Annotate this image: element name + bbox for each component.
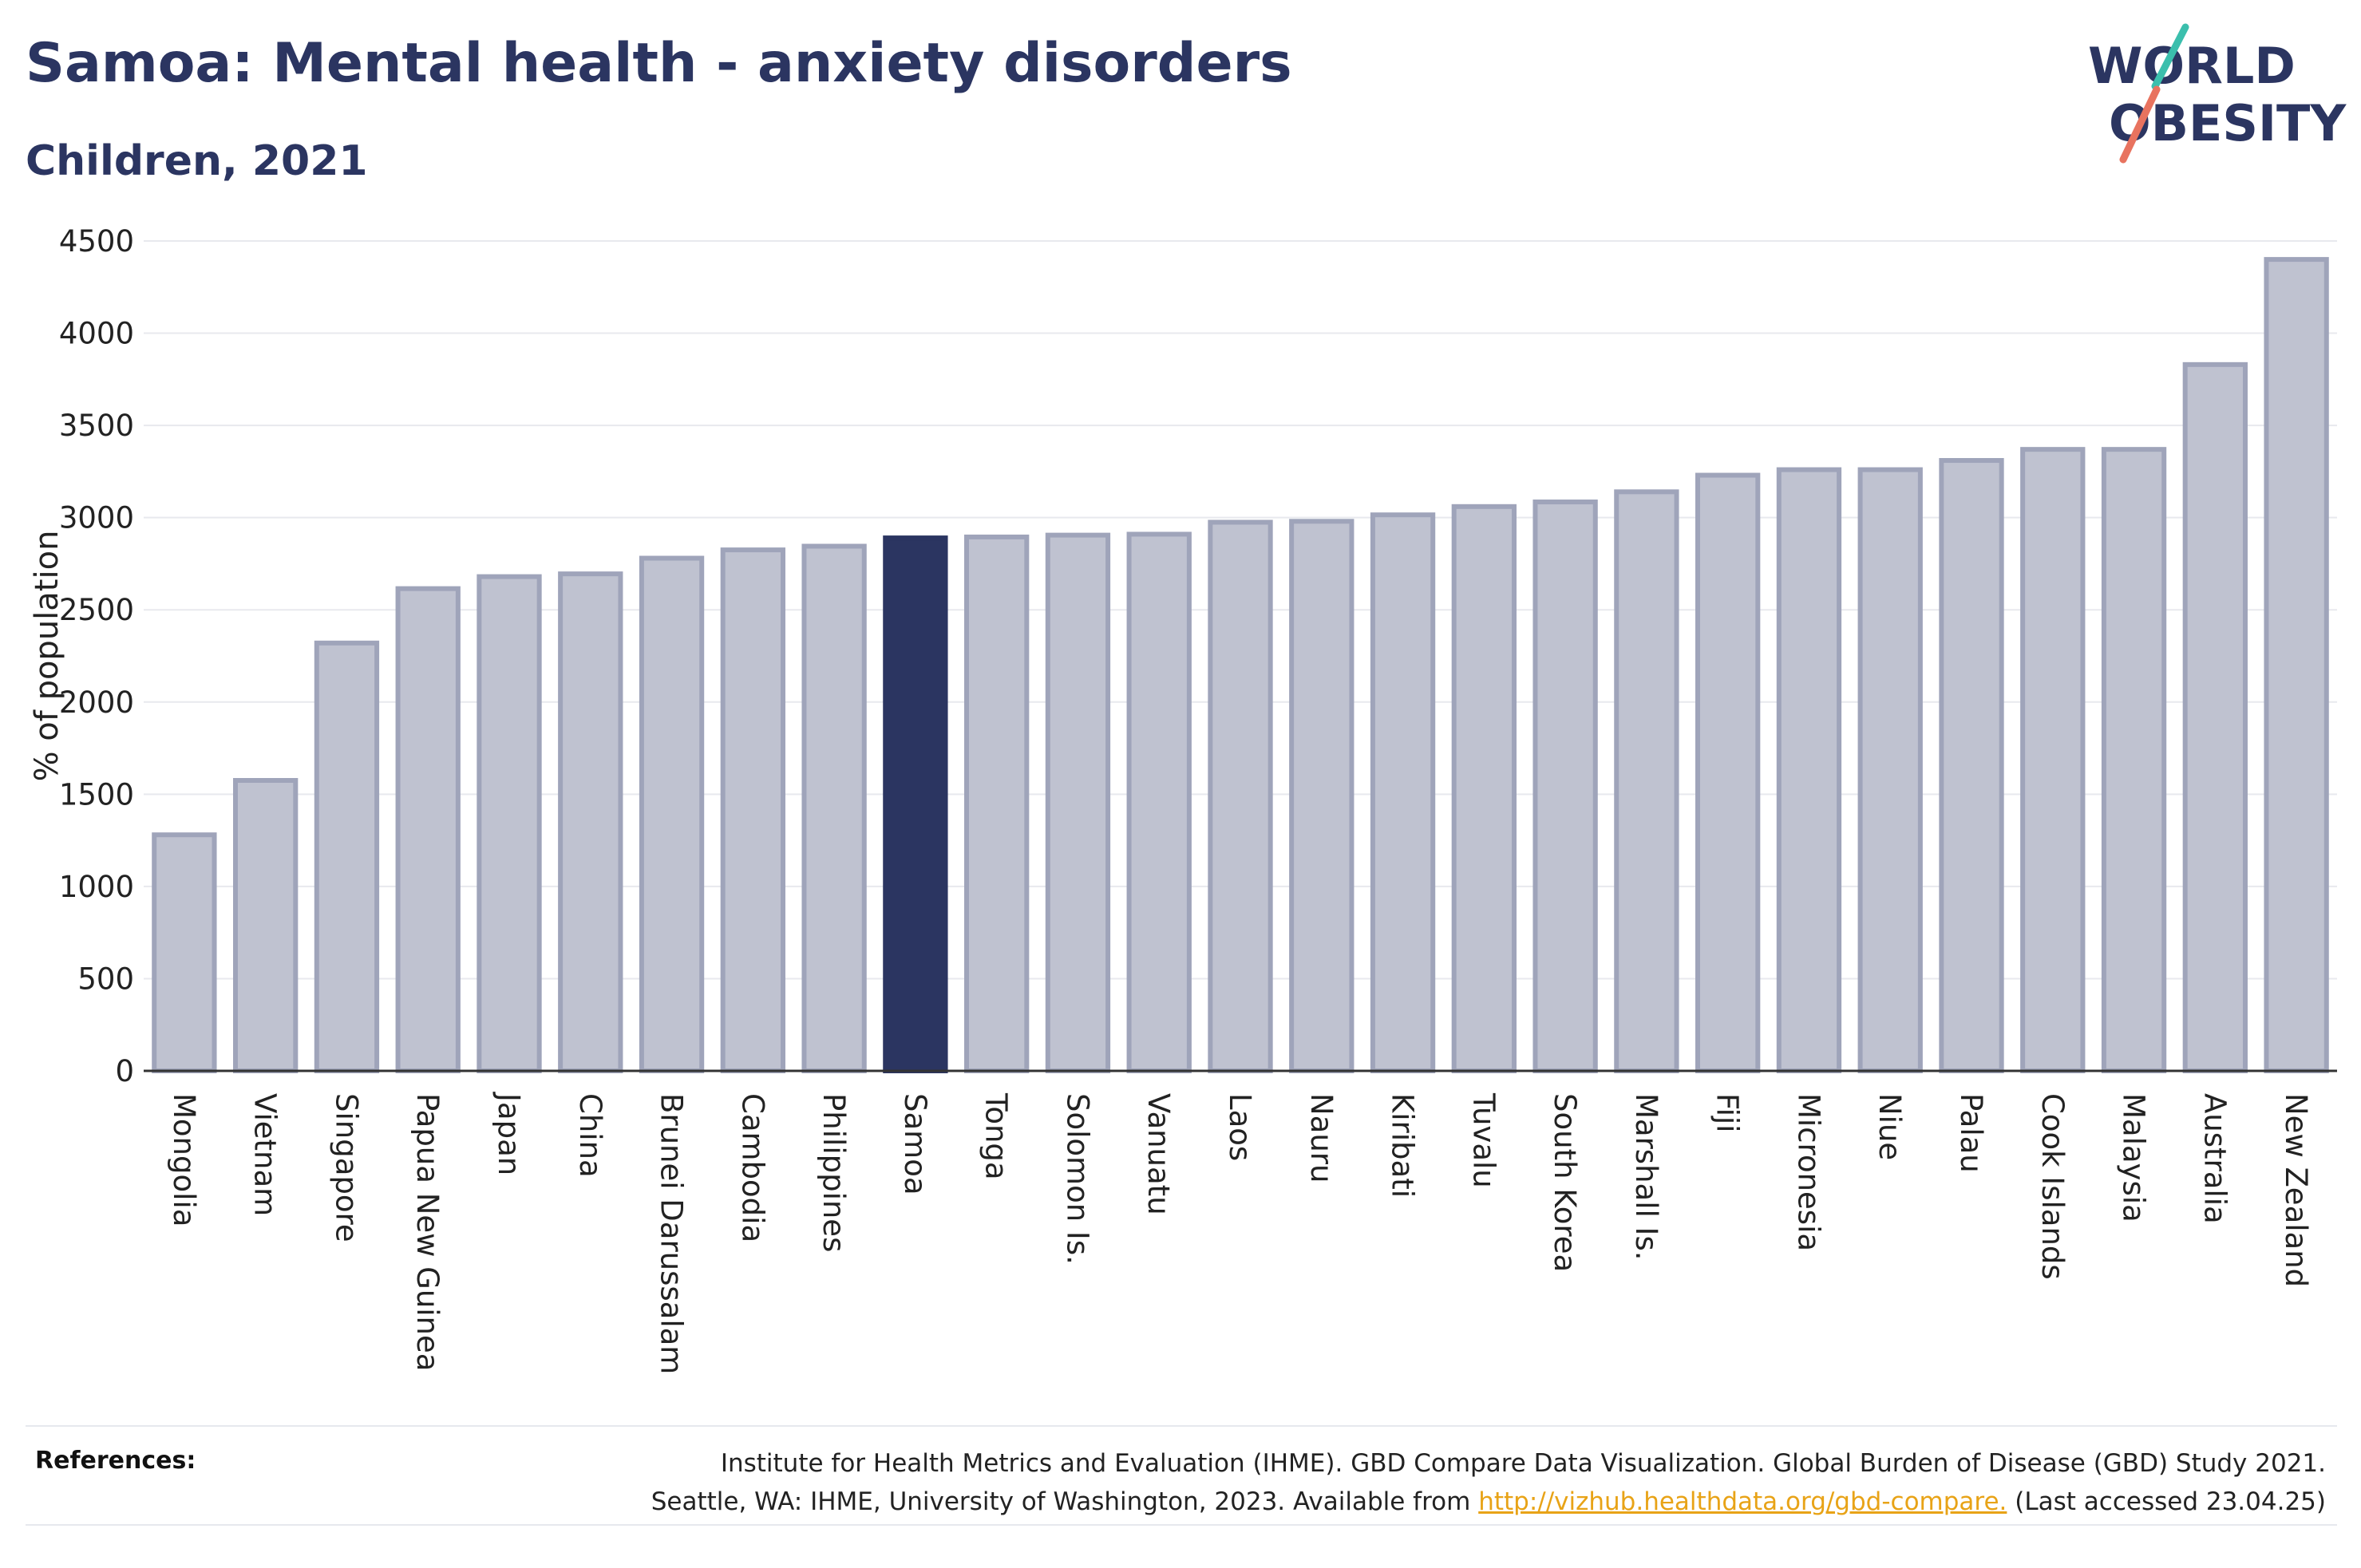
x-tick-label: South Korea (1548, 1093, 1582, 1272)
bar-vanuatu (1126, 531, 1192, 1073)
x-tick-label: Tuvalu (1466, 1092, 1501, 1188)
bar-cook-islands (2020, 447, 2086, 1073)
y-tick-label: 2000 (59, 685, 134, 720)
bar-palau (1939, 458, 2004, 1073)
x-tick-label: Fiji (1710, 1093, 1745, 1132)
bar-tuvalu (1451, 504, 1517, 1073)
x-tick-label: Australia (2197, 1093, 2232, 1224)
x-tick-label: Laos (1223, 1093, 1257, 1161)
logo-slash-teal (2151, 23, 2189, 90)
bar-nauru (1289, 519, 1355, 1073)
page-title: Samoa: Mental health - anxiety disorders (26, 32, 1292, 95)
y-tick-label: 3500 (59, 409, 134, 443)
bar-vietnam (233, 778, 299, 1073)
bar-solomon-is- (1045, 532, 1111, 1073)
bar-japan (477, 574, 542, 1073)
bar-fiji (1695, 472, 1761, 1073)
x-tick-label: Papua New Guinea (410, 1093, 445, 1371)
bar-philippines (801, 543, 867, 1073)
logo-slash-coral (2119, 85, 2161, 164)
x-tick-label: Samoa (898, 1093, 932, 1195)
x-tick-label: Solomon Is. (1060, 1093, 1094, 1265)
x-tick-label: Japan (492, 1092, 526, 1175)
x-tick-label: Tonga (979, 1092, 1014, 1180)
x-tick-label: Philippines (817, 1093, 851, 1252)
y-tick-label: 1500 (59, 777, 134, 812)
references-line-2: Seattle, WA: IHME, University of Washing… (410, 1483, 2326, 1521)
bar-south-korea (1532, 500, 1598, 1073)
y-tick-label: 3000 (59, 501, 134, 535)
x-tick-label: Marshall Is. (1629, 1093, 1663, 1260)
bar-malaysia (2101, 447, 2167, 1073)
references-label: References: (35, 1447, 196, 1475)
x-tick-label: Palau (1954, 1093, 1988, 1173)
x-tick-label: Nauru (1304, 1093, 1339, 1183)
bar-papua-new-guinea (395, 586, 461, 1073)
bar-australia (2182, 361, 2248, 1074)
references-line-2-text: Seattle, WA: IHME, University of Washing… (651, 1487, 1471, 1516)
bar-niue (1857, 467, 1923, 1073)
y-axis-label: % of population (29, 531, 65, 782)
page-subtitle: Children, 2021 (26, 137, 368, 185)
x-tick-label: Micronesia (1791, 1093, 1825, 1251)
y-tick-label: 2500 (59, 593, 134, 627)
bar-new-zealand (2264, 257, 2329, 1074)
bar-singapore (314, 640, 380, 1073)
y-tick-label: 0 (115, 1054, 134, 1088)
references-line-1: Institute for Health Metrics and Evaluat… (720, 1449, 2326, 1478)
bar-chart: 0 500 1000 1500 2000 2500 3000 3500 4000 4500 % of… (29, 224, 2337, 1374)
y-tick-label: 500 (77, 962, 134, 996)
references-text: Institute for Health Metrics and Evaluat… (410, 1444, 2326, 1521)
x-tick-label: Cambodia (735, 1093, 769, 1242)
x-tick-label: Vietnam (248, 1093, 283, 1216)
bar-laos (1208, 519, 1273, 1073)
bar-mongolia (152, 832, 217, 1073)
bar-brunei-darussalam (639, 555, 705, 1073)
x-tick-label: Kiribati (1386, 1093, 1420, 1198)
y-tick-label: 4500 (59, 224, 134, 259)
x-tick-label: Cook Islands (2035, 1093, 2070, 1280)
x-tick-label: Mongolia (167, 1093, 201, 1226)
bar-samoa (883, 535, 948, 1073)
world-obesity-logo: WORLD OBESITY (2088, 23, 2347, 164)
x-tick-label: China (573, 1093, 607, 1178)
x-tick-label: Singapore (329, 1093, 363, 1242)
x-tick-label: New Zealand (2279, 1093, 2313, 1287)
bar-tonga (964, 534, 1030, 1073)
x-tick-label: Malaysia (2117, 1093, 2151, 1222)
references-divider-top (26, 1425, 2337, 1427)
x-tick-label: Brunei Darussalam (655, 1093, 689, 1374)
bar-cambodia (720, 547, 785, 1073)
y-tick-label: 1000 (59, 870, 134, 904)
y-tick-label: 4000 (59, 317, 134, 351)
references-accessed: (Last accessed 23.04.25) (2015, 1487, 2326, 1516)
bar-china (558, 571, 623, 1073)
references-divider-bottom (26, 1524, 2337, 1526)
x-tick-label: Niue (1873, 1093, 1907, 1160)
x-tick-label: Vanuatu (1141, 1093, 1176, 1215)
bar-kiribati (1370, 512, 1436, 1073)
references-link[interactable]: http://vizhub.healthdata.org/gbd-compare… (1478, 1487, 2007, 1516)
logo-word-1: WORLD (2088, 37, 2296, 95)
bar-marshall-is- (1614, 489, 1679, 1073)
bar-micronesia (1776, 467, 1842, 1073)
